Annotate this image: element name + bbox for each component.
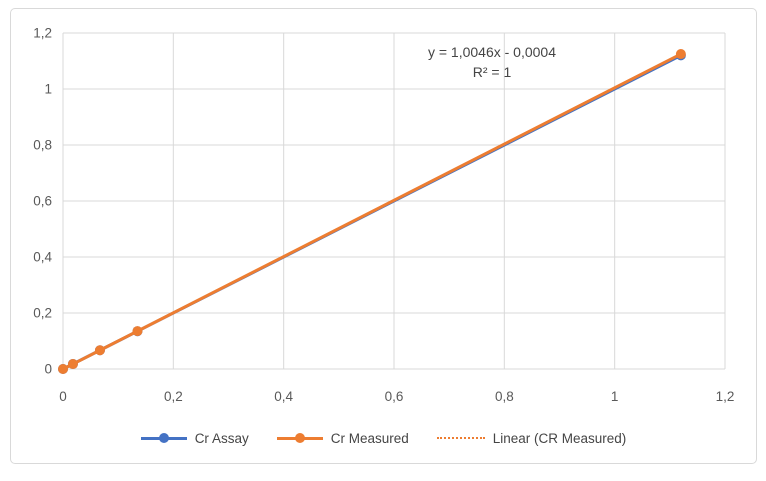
legend-item-linear-trendline[interactable]: Linear (CR Measured) (436, 430, 627, 446)
x-tick-label: 0,2 (164, 389, 183, 404)
y-tick-label: 0,4 (33, 250, 52, 265)
r-squared-text: R² = 1 (472, 64, 512, 80)
y-tick-label: 1,2 (33, 26, 52, 41)
cr-measured-data-point-marker (58, 364, 68, 374)
cr-measured-data-point-marker (67, 359, 78, 370)
cr-assay-swatch-icon (140, 432, 187, 444)
x-tick-label: 0,8 (495, 389, 514, 404)
legend: Cr Assay Cr Measured Linear (CR Measured… (10, 427, 757, 449)
cr-measured-data-point-marker (94, 345, 105, 356)
x-tick-label: 0,6 (385, 389, 404, 404)
x-tick-label: 1,2 (716, 389, 735, 404)
legend-label-linear: Linear (CR Measured) (492, 430, 627, 446)
y-tick-label: 0,6 (33, 194, 52, 209)
legend-label-cr-assay: Cr Assay (194, 430, 249, 446)
legend-label-cr-measured: Cr Measured (330, 430, 409, 446)
y-tick-label: 0,8 (33, 138, 52, 153)
trendline-annotation: y = 1,0046x - 0,0004 R² = 1 (392, 42, 592, 82)
y-tick-label: 0 (44, 362, 52, 377)
series-line-cr-measured (62, 52, 682, 371)
cr-measured-data-point-marker (675, 49, 686, 60)
y-tick-label: 1 (44, 82, 52, 97)
x-tick-label: 1 (611, 389, 619, 404)
y-tick-label: 0,2 (33, 306, 52, 321)
trendline-swatch-icon (436, 437, 485, 439)
cr-measured-swatch-icon (276, 432, 323, 444)
legend-item-cr-assay[interactable]: Cr Assay (140, 430, 249, 446)
legend-item-cr-measured[interactable]: Cr Measured (276, 430, 409, 446)
chart-frame[interactable] (10, 8, 757, 464)
x-tick-label: 0,4 (274, 389, 293, 404)
cr-measured-data-point-marker (132, 326, 143, 337)
equation-text: y = 1,0046x - 0,0004 (427, 44, 557, 60)
x-tick-label: 0 (59, 389, 67, 404)
